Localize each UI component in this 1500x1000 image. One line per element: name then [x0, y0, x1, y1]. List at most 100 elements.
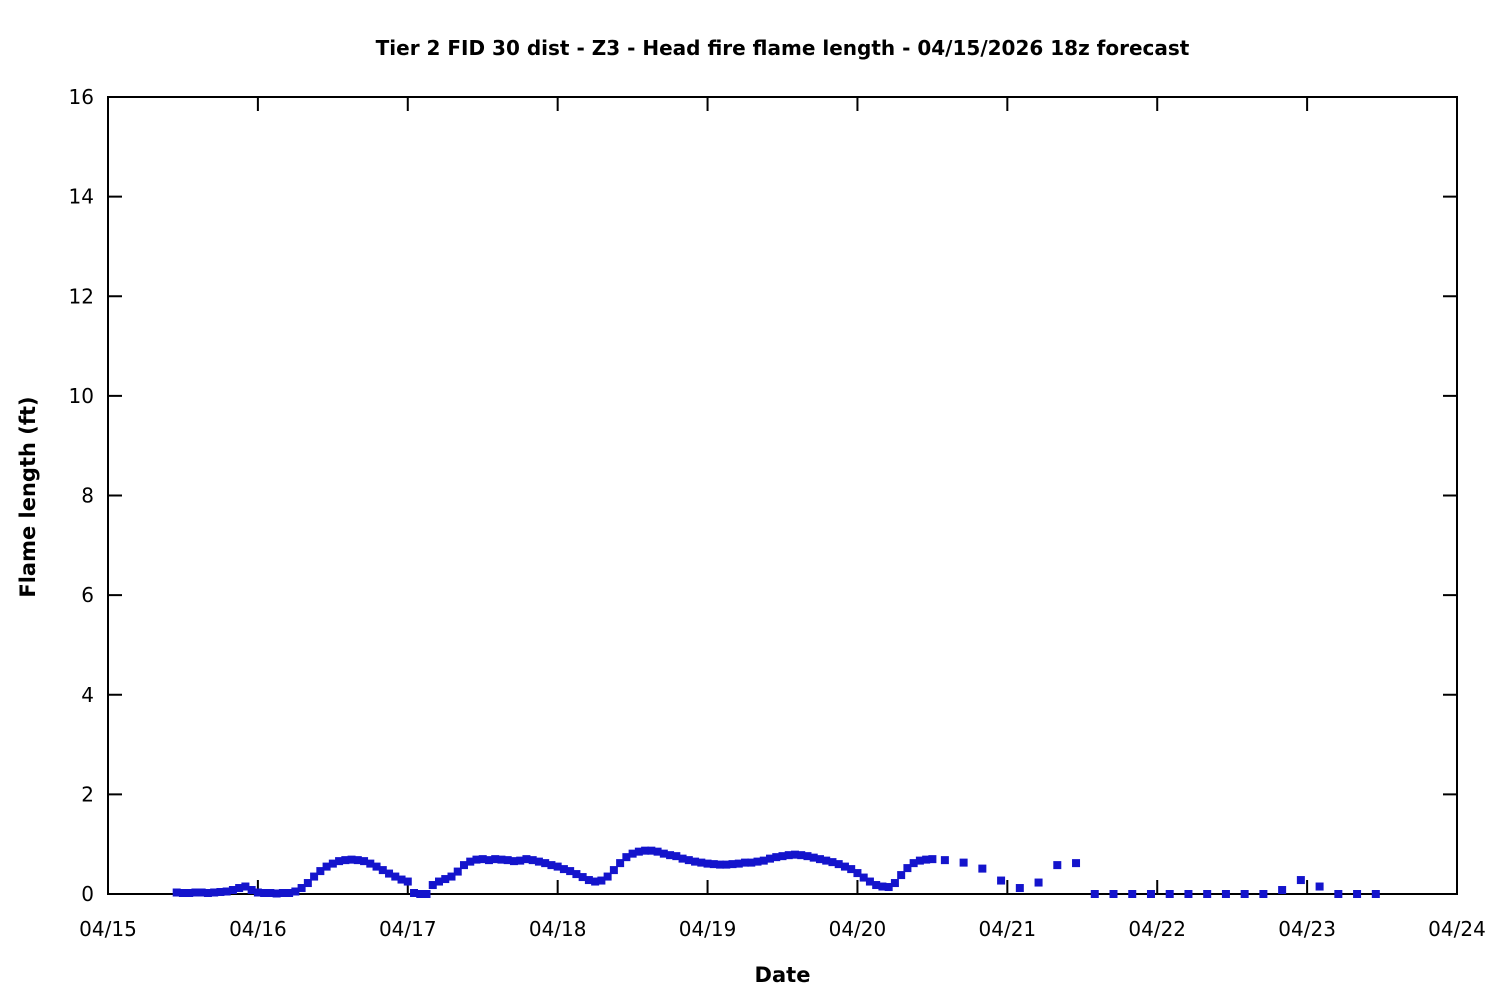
data-point	[997, 876, 1006, 885]
data-point	[453, 867, 462, 876]
data-point	[1146, 890, 1155, 898]
data-point	[572, 870, 581, 879]
data-point	[328, 859, 337, 868]
data-point	[903, 864, 912, 873]
y-tick-label: 12	[69, 284, 94, 308]
y-tick-label: 2	[81, 782, 94, 806]
data-point	[303, 879, 312, 888]
data-point	[872, 881, 881, 890]
data-point	[1053, 861, 1062, 870]
data-point	[1090, 890, 1099, 898]
data-point	[778, 852, 787, 861]
plot-border	[107, 96, 1458, 895]
data-point	[1240, 890, 1249, 898]
data-point	[366, 859, 375, 868]
data-point	[422, 890, 431, 898]
x-tick-label: 04/16	[229, 917, 287, 941]
data-point	[890, 879, 899, 888]
y-tick-label: 10	[69, 384, 94, 408]
data-point	[203, 889, 212, 898]
data-point	[1296, 876, 1305, 885]
data-point	[597, 876, 606, 885]
data-point	[578, 873, 587, 882]
data-point	[691, 857, 700, 866]
data-point	[253, 888, 262, 897]
data-point	[509, 857, 518, 866]
data-point	[428, 881, 437, 890]
data-point	[1165, 890, 1174, 898]
data-point	[1109, 890, 1118, 898]
data-points	[172, 846, 1380, 898]
x-axis-ticks	[107, 97, 1458, 894]
data-point	[278, 889, 287, 898]
data-point	[1315, 882, 1324, 891]
data-point	[940, 856, 949, 865]
data-point	[566, 867, 575, 876]
data-point	[266, 889, 275, 898]
data-point	[522, 855, 531, 864]
data-point	[228, 886, 237, 895]
data-point	[790, 850, 799, 859]
data-point	[547, 861, 556, 870]
x-tick-label: 04/17	[379, 917, 437, 941]
data-point	[1184, 890, 1193, 898]
y-tick-label: 8	[81, 484, 94, 508]
data-point	[297, 884, 306, 893]
data-point	[459, 861, 468, 870]
data-point	[840, 862, 849, 871]
data-point	[416, 890, 425, 898]
data-point	[484, 856, 493, 865]
data-point	[815, 855, 824, 864]
data-point	[859, 873, 868, 882]
data-point	[1221, 890, 1230, 898]
chart-title: Tier 2 FID 30 dist - Z3 - Head fire flam…	[375, 36, 1190, 60]
data-point	[272, 889, 281, 898]
data-point	[897, 871, 906, 880]
data-point	[809, 853, 818, 862]
data-point	[472, 855, 481, 864]
data-point	[634, 847, 643, 856]
data-point	[316, 867, 325, 876]
data-point	[759, 856, 768, 865]
data-point	[353, 856, 362, 865]
data-point	[247, 886, 256, 895]
data-point	[1128, 890, 1137, 898]
data-point	[528, 856, 537, 865]
data-point	[741, 858, 750, 867]
y-tick-label: 16	[69, 85, 94, 109]
data-point	[372, 862, 381, 871]
data-point	[1072, 859, 1081, 868]
x-tick-label: 04/23	[1278, 917, 1336, 941]
data-point	[703, 859, 712, 868]
data-point	[291, 887, 300, 896]
x-tick-label: 04/24	[1428, 917, 1486, 941]
data-point	[797, 851, 806, 860]
data-point	[734, 859, 743, 868]
data-point	[928, 855, 937, 864]
data-point	[822, 856, 831, 865]
data-point	[241, 882, 250, 891]
data-point	[210, 888, 219, 897]
data-point	[322, 862, 331, 871]
data-point	[310, 872, 319, 881]
data-point	[722, 860, 731, 869]
data-point	[672, 852, 681, 861]
data-point	[641, 846, 650, 855]
data-point	[397, 875, 406, 884]
data-point	[403, 877, 412, 886]
data-point	[834, 860, 843, 869]
data-point	[1015, 884, 1024, 893]
data-point	[534, 857, 543, 866]
data-point	[391, 872, 400, 881]
data-point	[753, 857, 762, 866]
y-tick-label: 14	[69, 185, 94, 209]
data-point	[341, 856, 350, 865]
data-point	[466, 857, 475, 866]
data-point	[491, 855, 500, 864]
data-point	[1203, 890, 1212, 898]
data-point	[178, 889, 187, 898]
data-point	[622, 853, 631, 862]
data-point	[197, 888, 206, 897]
